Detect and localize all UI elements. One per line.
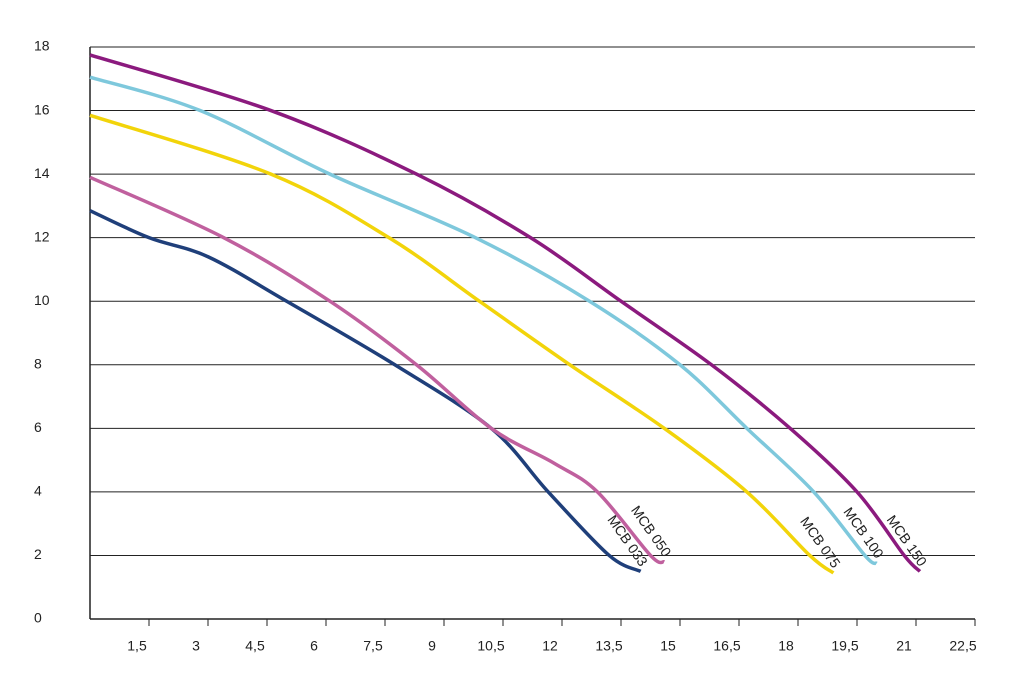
x-tick-label: 12 — [542, 638, 558, 654]
x-tick-label: 16,5 — [713, 638, 740, 654]
curve — [89, 175, 665, 565]
x-tick-label: 6 — [310, 638, 318, 654]
x-tick-label: 9 — [428, 638, 436, 654]
y-tick-label: 0 — [34, 610, 42, 626]
y-tick-label: 12 — [34, 228, 50, 244]
y-tick-label: 18 — [34, 38, 50, 54]
y-tick-label: 2 — [34, 546, 42, 562]
y-tick-label: 4 — [34, 483, 42, 499]
x-tick-label: 13,5 — [595, 638, 622, 654]
x-tick-label: 15 — [660, 638, 676, 654]
curve — [89, 113, 835, 575]
x-tick-label: 1,5 — [127, 638, 147, 654]
y-tick-label: 16 — [34, 101, 50, 117]
curve — [89, 209, 642, 573]
curve — [89, 53, 922, 573]
x-tick-label: 22,5 — [949, 638, 976, 654]
x-tick-label: 19,5 — [831, 638, 858, 654]
curve — [89, 75, 878, 566]
y-tick-label: 8 — [34, 355, 42, 371]
x-tick-label: 4,5 — [245, 638, 265, 654]
x-tick-label: 21 — [896, 638, 912, 654]
x-tick-label: 3 — [192, 638, 200, 654]
y-tick-label: 14 — [34, 165, 50, 181]
y-tick-label: 6 — [34, 419, 42, 435]
x-tick-label: 18 — [778, 638, 794, 654]
x-tick-label: 7,5 — [363, 638, 383, 654]
x-tick-label: 10,5 — [477, 638, 504, 654]
y-tick-label: 10 — [34, 292, 50, 308]
